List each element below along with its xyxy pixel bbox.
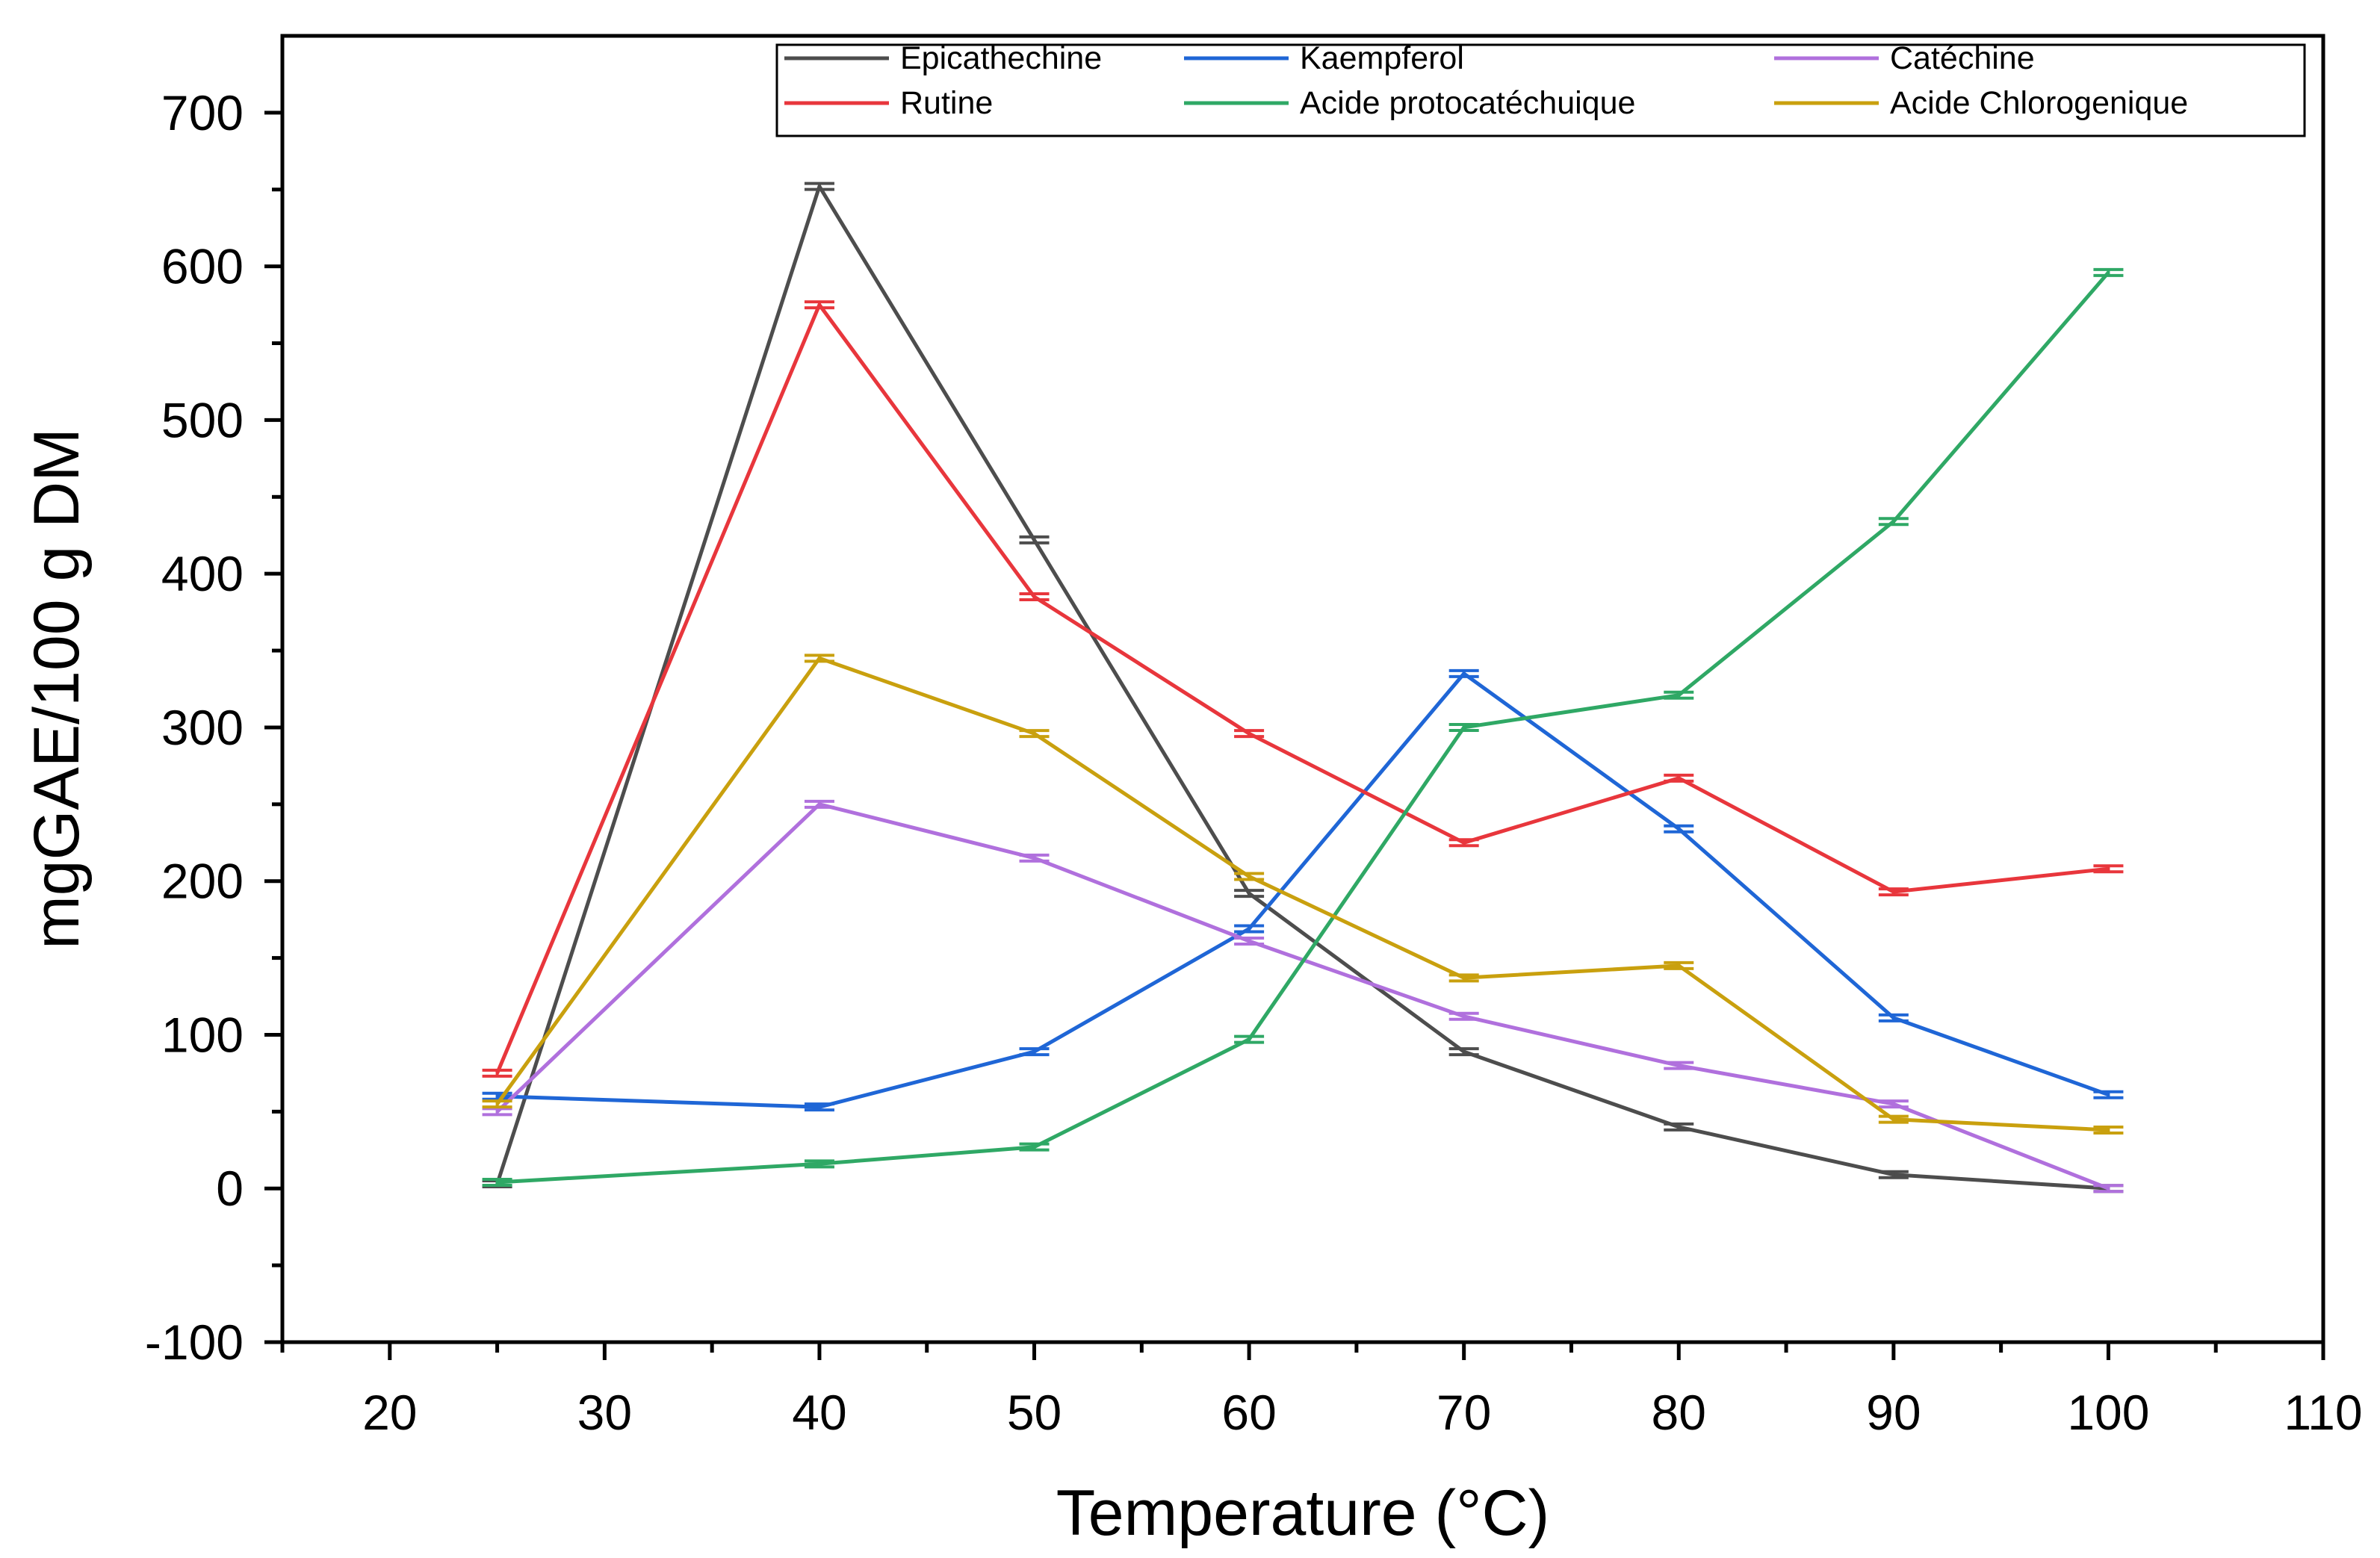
legend: Epicathechine Kaempferol Catéchine Rutine Ac… <box>775 40 2306 137</box>
legend-entry: Acide protocatéchuique <box>1184 85 1635 121</box>
data-point <box>1664 824 1694 834</box>
data-point <box>482 1178 512 1188</box>
series-line <box>495 802 2110 1191</box>
y-axis: -100 0 100 200 300 400 500 600 700 <box>145 85 282 1370</box>
y-tick-label: 200 <box>161 854 244 909</box>
legend-label: Acide Chlorogenique <box>1890 85 2188 121</box>
data-point <box>1019 1142 1050 1152</box>
data-point <box>1664 1061 1694 1070</box>
data-point <box>1234 924 1265 934</box>
data-point <box>2093 1184 2124 1194</box>
data-point <box>2093 864 2124 874</box>
legend-label: Kaempferol <box>1300 40 1464 76</box>
data-point <box>1448 668 1479 678</box>
y-tick-label: 100 <box>161 1007 244 1062</box>
legend-entry: Kaempferol <box>1184 40 1464 76</box>
data-point <box>1234 936 1265 946</box>
data-point <box>1878 517 1909 527</box>
data-point <box>1878 1170 1909 1179</box>
x-axis-title: Temperature (°C) <box>1056 1477 1549 1549</box>
data-point <box>1448 838 1479 848</box>
data-point <box>1664 690 1694 700</box>
x-axis: 20 30 40 50 60 70 80 90 100 110 <box>280 1342 2363 1440</box>
series-line <box>495 302 2109 1074</box>
series-line <box>495 184 2109 1191</box>
data-point <box>1448 722 1479 732</box>
data-point <box>1878 1114 1909 1124</box>
data-point <box>804 654 834 663</box>
legend-box <box>775 43 2306 137</box>
x-tick-label: 50 <box>1007 1385 1062 1440</box>
y-tick-label: 600 <box>161 239 244 294</box>
data-point <box>804 181 834 191</box>
y-tick-label: -100 <box>145 1315 244 1370</box>
data-point <box>1019 1047 1050 1057</box>
y-axis-title: mgGAE/100 g DM <box>21 428 93 949</box>
x-tick-label: 30 <box>577 1385 632 1440</box>
legend-entry: Catéchine <box>1774 40 2035 76</box>
data-point <box>1019 592 1050 602</box>
data-point <box>1664 960 1694 970</box>
data-point <box>1234 889 1265 899</box>
series-layer <box>482 181 2124 1194</box>
data-point <box>1878 887 1909 897</box>
legend-entry: Acide Chlorogenique <box>1774 85 2188 121</box>
data-point <box>482 1099 512 1109</box>
x-tick-label: 70 <box>1437 1385 1491 1440</box>
series-line <box>497 271 2110 1185</box>
x-tick-label: 60 <box>1221 1385 1276 1440</box>
data-point <box>2093 267 2124 277</box>
data-point <box>482 1107 512 1117</box>
series-line <box>497 671 2110 1109</box>
legend-label: Rutine <box>900 85 993 121</box>
data-point <box>804 1159 834 1169</box>
y-tick-label: 400 <box>161 546 244 601</box>
data-point <box>804 799 834 809</box>
y-tick-label: 300 <box>161 700 244 755</box>
data-point <box>1878 1099 1909 1109</box>
legend-entry: Epicathechine <box>784 40 1102 76</box>
x-tick-label: 80 <box>1652 1385 1706 1440</box>
legend-label: Epicathechine <box>900 40 1102 76</box>
legend-entry: Rutine <box>784 85 993 121</box>
y-tick-label: 700 <box>161 85 244 140</box>
legend-label: Acide protocatéchuique <box>1300 85 1635 121</box>
data-point <box>2093 1090 2124 1099</box>
data-point <box>1448 1011 1479 1021</box>
y-tick-label: 500 <box>161 392 244 447</box>
x-tick-label: 90 <box>1866 1385 1921 1440</box>
series-line <box>495 656 2109 1132</box>
x-tick-label: 40 <box>792 1385 846 1440</box>
x-tick-label: 110 <box>2284 1385 2362 1440</box>
data-point <box>1664 773 1694 783</box>
data-point <box>1234 872 1265 881</box>
plot-frame <box>280 34 2325 1344</box>
data-point <box>1448 1047 1479 1057</box>
legend-label: Catéchine <box>1890 40 2035 76</box>
data-point <box>1019 535 1050 544</box>
data-point <box>482 1068 512 1078</box>
x-tick-label: 100 <box>2067 1385 2149 1440</box>
data-point <box>1664 1122 1694 1132</box>
data-point <box>1019 853 1050 863</box>
data-point <box>1234 729 1265 739</box>
data-point <box>1448 973 1479 983</box>
data-point <box>1234 1034 1265 1044</box>
y-tick-label: 0 <box>216 1161 244 1216</box>
data-point <box>804 300 834 310</box>
data-point <box>1878 1013 1909 1022</box>
data-point <box>804 1102 834 1112</box>
x-tick-label: 20 <box>362 1385 417 1440</box>
data-point <box>2093 1126 2124 1135</box>
data-point <box>1019 729 1050 739</box>
